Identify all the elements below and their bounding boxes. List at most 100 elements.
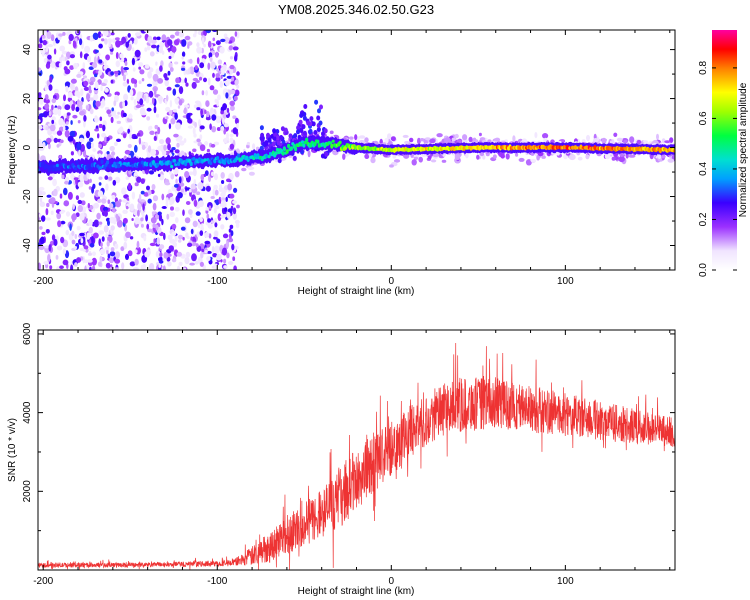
noise-blob	[94, 128, 99, 132]
noise-blob	[122, 81, 128, 87]
noise-blob	[70, 264, 74, 270]
ridge-core	[170, 164, 174, 169]
noise-blob	[38, 107, 42, 111]
noise-blob	[133, 172, 138, 177]
noise-blob	[165, 106, 171, 112]
noise-blob	[163, 73, 168, 79]
noise-blob	[103, 210, 109, 217]
x-tick-label: 100	[557, 276, 574, 287]
noise-blob	[57, 220, 62, 228]
ridge-core	[177, 161, 181, 167]
noise-blob	[175, 217, 179, 224]
noise-blob	[69, 65, 74, 70]
noise-blob	[52, 178, 57, 187]
noise-blob	[131, 218, 134, 221]
noise-blob	[38, 186, 45, 191]
noise-blob	[203, 77, 207, 83]
noise-blob	[38, 147, 45, 151]
noise-blob	[100, 85, 103, 92]
noise-blob	[116, 138, 121, 142]
noise-blob	[123, 241, 128, 250]
noise-blob	[129, 203, 135, 212]
noise-blob	[93, 202, 99, 209]
noise-blob	[85, 105, 89, 111]
noise-blob	[129, 88, 134, 97]
noise-blob	[217, 94, 221, 101]
halo-blob	[420, 138, 425, 142]
noise-blob	[66, 60, 70, 66]
noise-blob	[193, 179, 197, 186]
noise-blob	[196, 42, 200, 48]
noise-blob	[132, 67, 136, 72]
halo-blob	[623, 139, 628, 144]
noise-blob	[157, 211, 162, 216]
noise-blob	[46, 202, 50, 208]
noise-blob	[153, 135, 157, 141]
noise-blob	[172, 108, 178, 113]
noise-blob	[168, 170, 173, 175]
noise-blob	[93, 232, 99, 239]
hump-blob	[267, 137, 272, 143]
noise-blob	[110, 51, 114, 55]
hump-blob	[301, 124, 306, 130]
noise-blob	[140, 190, 145, 195]
noise-blob	[206, 110, 210, 118]
ridge-core	[50, 164, 54, 169]
noise-blob	[129, 131, 132, 140]
noise-blob	[111, 151, 116, 156]
noise-blob	[229, 89, 236, 95]
noise-blob	[106, 151, 110, 155]
noise-blob	[38, 67, 42, 72]
noise-blob	[226, 132, 229, 139]
noise-blob	[103, 79, 108, 84]
noise-blob	[175, 137, 182, 142]
noise-blob	[223, 138, 227, 144]
noise-blob	[40, 47, 46, 55]
noise-blob	[134, 217, 140, 225]
noise-blob	[83, 75, 87, 79]
ridge-core	[74, 166, 78, 171]
noise-blob	[214, 189, 219, 196]
noise-blob	[71, 239, 76, 245]
noise-blob	[177, 105, 181, 109]
noise-blob	[229, 64, 235, 70]
ridge-core	[274, 151, 278, 156]
noise-blob	[114, 91, 120, 96]
noise-blob	[52, 40, 56, 46]
noise-blob	[172, 88, 177, 96]
noise-blob	[155, 250, 161, 258]
noise-blob	[215, 73, 220, 78]
noise-blob	[134, 49, 141, 58]
noise-blob	[119, 53, 124, 59]
halo-blob	[657, 153, 662, 159]
hump-blob	[314, 99, 319, 105]
noise-blob	[82, 62, 86, 70]
noise-blob	[226, 178, 231, 183]
ridge-core	[223, 160, 227, 165]
noise-blob	[149, 242, 156, 247]
x-tick-label: -100	[207, 576, 227, 587]
noise-blob	[122, 209, 127, 214]
ridge-core	[287, 143, 291, 149]
noise-blob	[114, 243, 119, 250]
noise-blob	[159, 139, 165, 145]
noise-blob	[127, 182, 132, 190]
halo-blob	[542, 133, 549, 139]
noise-blob	[45, 208, 49, 216]
noise-blob	[165, 116, 169, 120]
halo-blob	[404, 140, 410, 145]
noise-blob	[56, 144, 60, 148]
hump-blob	[313, 130, 318, 135]
noise-blob	[51, 116, 56, 121]
noise-blob	[91, 257, 98, 266]
halo-blob	[581, 139, 586, 144]
noise-blob	[62, 259, 69, 266]
noise-blob	[152, 223, 157, 229]
noise-blob	[42, 35, 46, 39]
noise-blob	[173, 39, 180, 46]
noise-blob	[38, 141, 43, 148]
noise-blob	[132, 267, 139, 270]
noise-blob	[164, 182, 171, 186]
halo-blob	[472, 137, 477, 141]
